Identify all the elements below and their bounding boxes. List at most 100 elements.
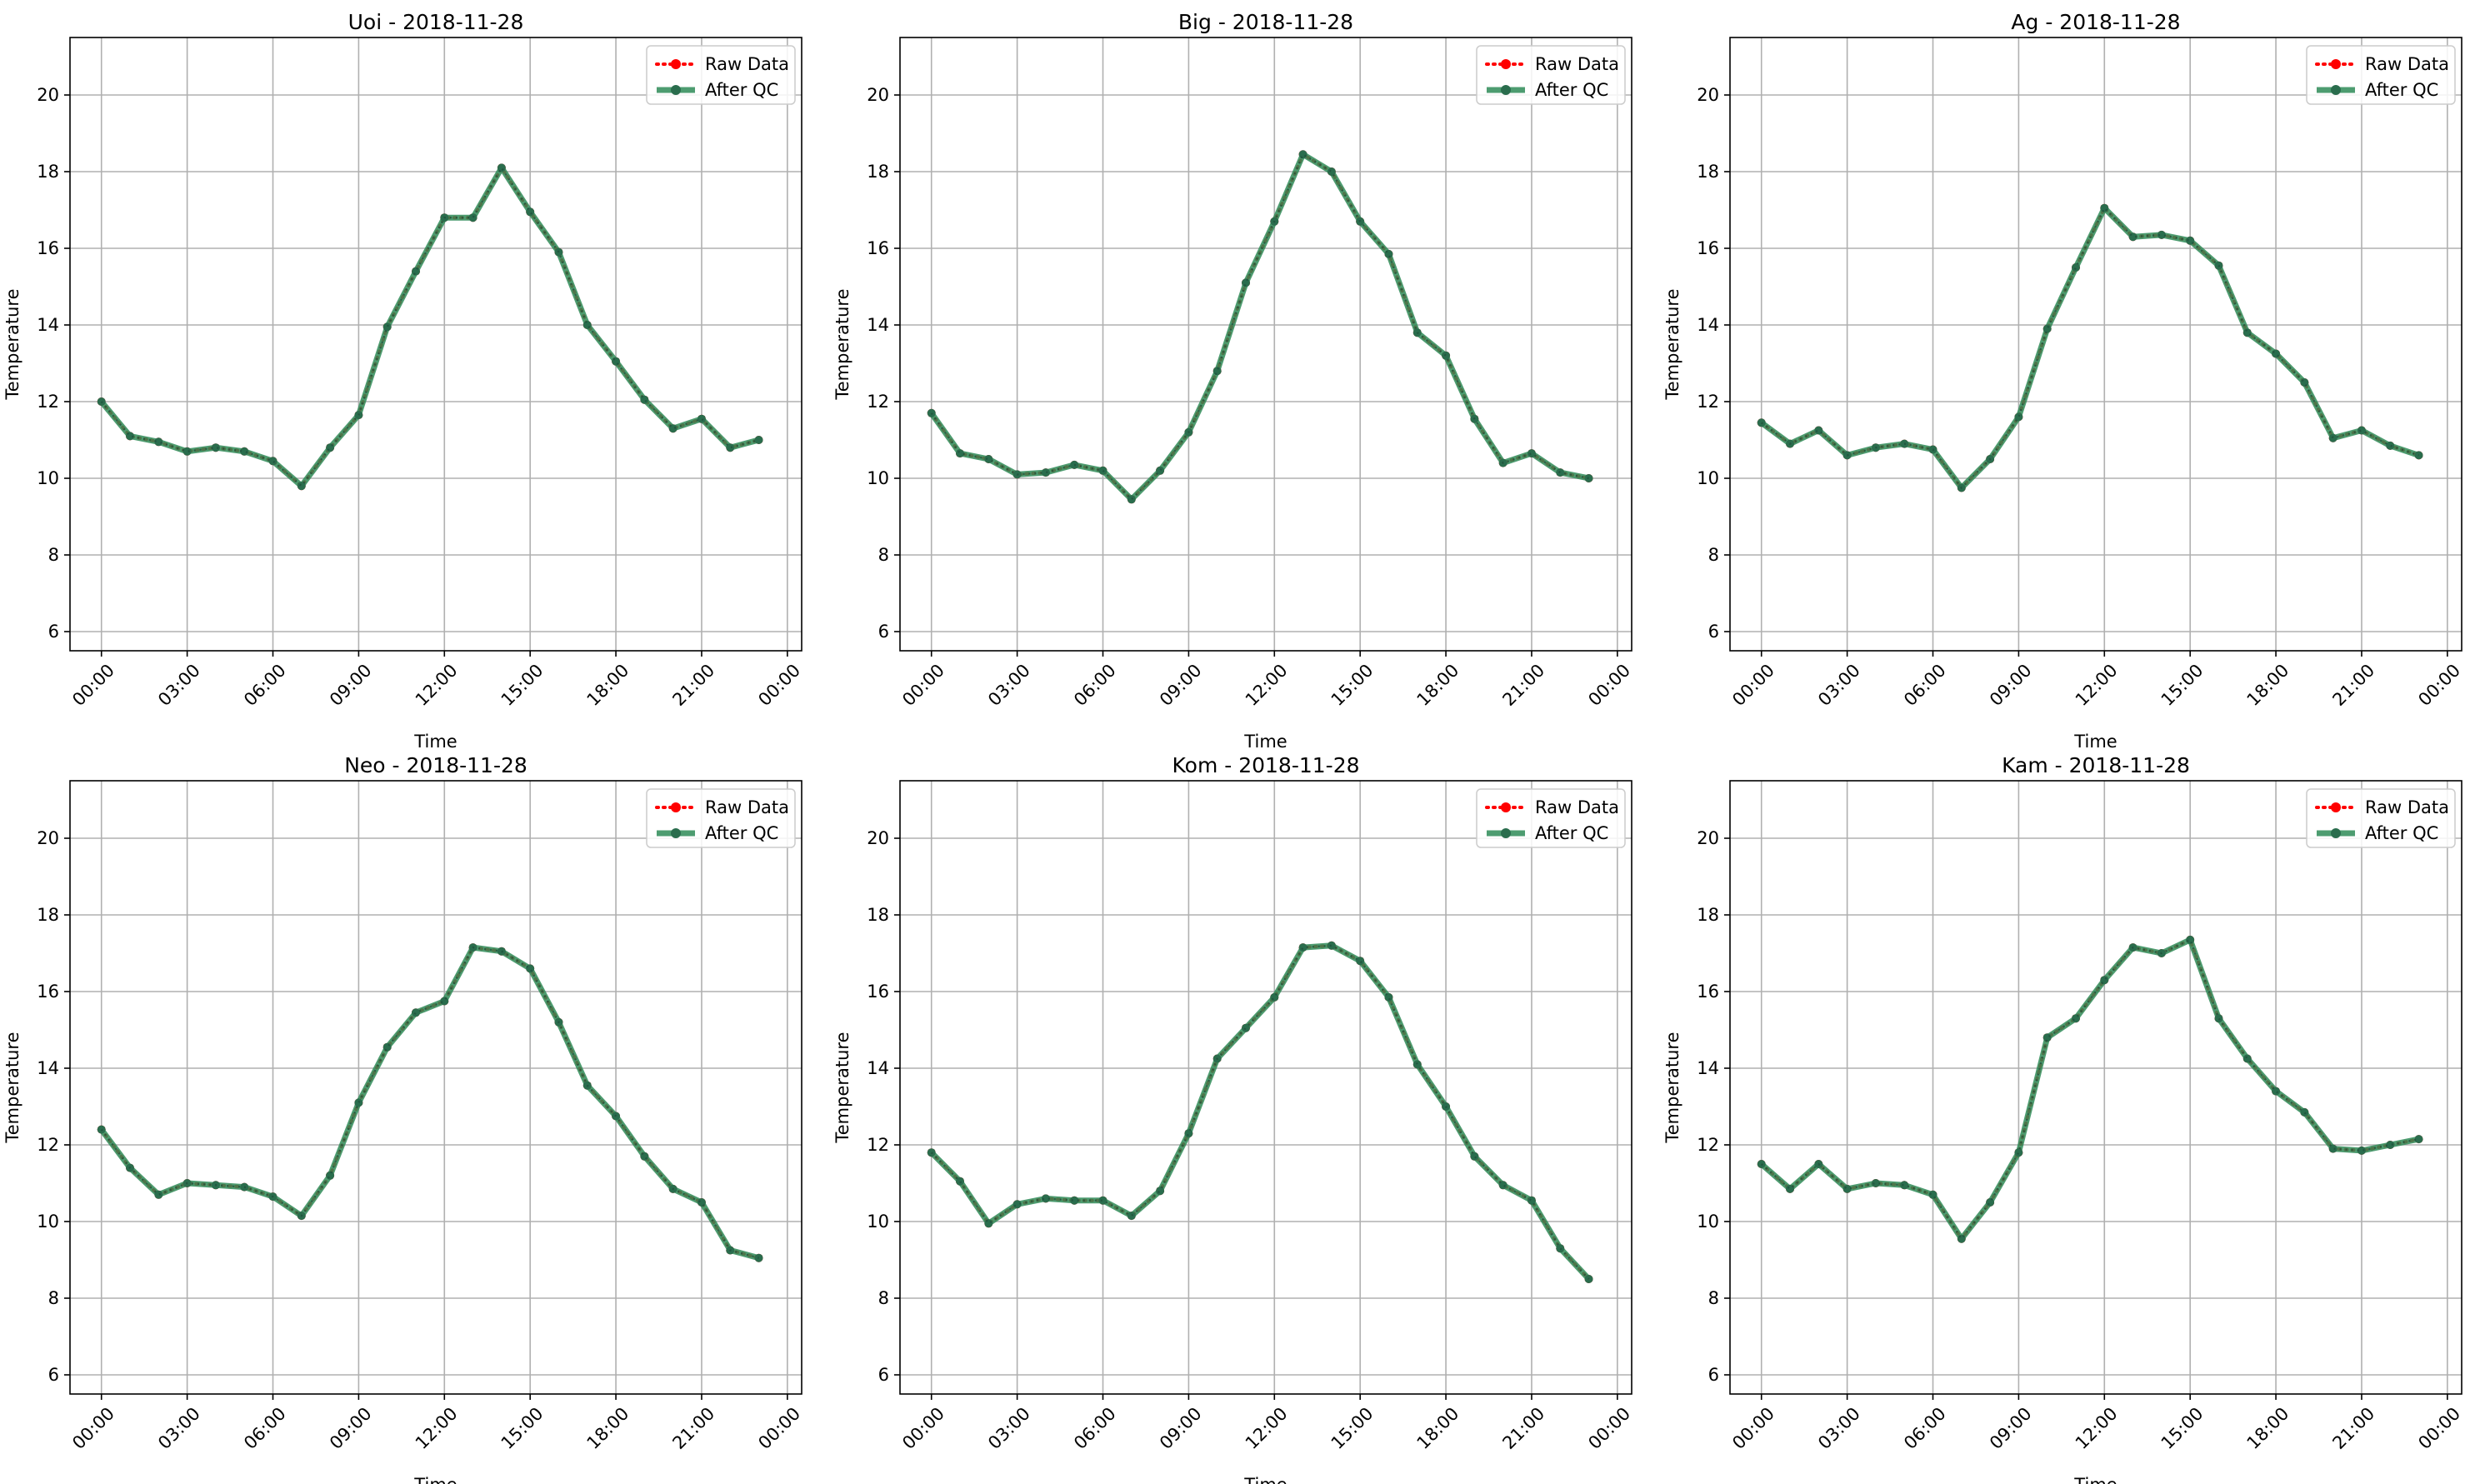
y-tick-label: 10 (867, 1212, 889, 1232)
y-axis-label: Temperature (2, 288, 22, 400)
data-point-after-qc (1098, 1196, 1108, 1205)
data-point-after-qc (1041, 468, 1050, 477)
subplot-6: 00:00 03:00 06:00 09:00 12:00 15:00 18:00 21:00… (1662, 753, 2464, 1484)
x-tick-label: 18:00 (583, 1403, 633, 1453)
data-point-after-qc (2272, 1087, 2281, 1096)
data-point-after-qc (582, 321, 592, 329)
y-tick-label: 6 (1708, 622, 1719, 642)
y-tick-label: 10 (1697, 468, 1719, 488)
data-point-after-qc (2328, 433, 2338, 442)
x-tick-label: 15:00 (1328, 1403, 1378, 1453)
subplot-title: Kom - 2018-11-28 (1172, 753, 1360, 777)
subplot-title: Ag - 2018-11-28 (2011, 10, 2180, 34)
legend-marker-raw-data (2331, 802, 2341, 812)
data-point-after-qc (1384, 249, 1393, 258)
y-tick-label: 14 (867, 315, 889, 335)
x-tick-label: 06:00 (1900, 1403, 1950, 1453)
y-tick-label: 14 (867, 1058, 889, 1078)
subplot-2: 00:00 03:00 06:00 09:00 12:00 15:00 18:00 21:00… (832, 10, 1634, 752)
y-tick-label: 20 (37, 85, 59, 105)
legend-label: Raw Data (2365, 54, 2449, 74)
data-point-after-qc (497, 163, 506, 172)
data-point-after-qc (1442, 351, 1451, 360)
data-point-after-qc (697, 414, 706, 423)
axes-frame (899, 780, 1632, 1395)
series-line-after-qc (929, 942, 1592, 1282)
axes-frame (1729, 780, 2462, 1395)
legend-label: After QC (2365, 80, 2438, 100)
data-point-after-qc (411, 267, 420, 276)
subplot-5: 00:00 03:00 06:00 09:00 12:00 15:00 18:00 21:00… (832, 753, 1634, 1484)
x-tick-label: 21:00 (1498, 660, 1548, 710)
x-tick-label: 03:00 (154, 1403, 204, 1453)
y-tick-label: 18 (867, 905, 889, 925)
y-tick-label: 14 (1697, 315, 1719, 335)
data-point-after-qc (1041, 1194, 1050, 1203)
series-line-overlay (930, 944, 1590, 1280)
data-point-after-qc (1842, 1184, 1852, 1193)
series-line-raw-data (929, 943, 1591, 1281)
x-tick-label: 12:00 (2072, 1403, 2122, 1453)
x-tick-label: 00:00 (754, 660, 804, 710)
y-tick-label: 16 (867, 982, 889, 1002)
subplot-title: Big - 2018-11-28 (1178, 10, 1353, 34)
y-tick-label: 16 (1697, 982, 1719, 1002)
legend-label: Raw Data (705, 797, 789, 817)
data-point-after-qc (1270, 992, 1279, 1002)
x-tick-label: 21:00 (668, 660, 718, 710)
legend-label: After QC (1535, 80, 1608, 100)
data-point-after-qc (1527, 1196, 1536, 1205)
data-point-after-qc (2386, 1141, 2395, 1149)
data-point-after-qc (2071, 263, 2080, 272)
legend-label: Raw Data (1535, 797, 1619, 817)
data-point-after-qc (468, 213, 478, 222)
y-tick-label: 20 (867, 828, 889, 848)
x-tick-label: 18:00 (2243, 660, 2293, 710)
data-point-after-qc (1156, 466, 1165, 475)
series-line-overlay (100, 166, 759, 487)
y-tick-label: 16 (1697, 238, 1719, 258)
series-line-overlay (100, 946, 759, 1259)
data-point-after-qc (612, 357, 621, 366)
axes-frame (1729, 37, 2462, 652)
legend-label: Raw Data (1535, 54, 1619, 74)
x-tick-label: 09:00 (1986, 660, 2036, 710)
legend-marker-after-qc (2331, 828, 2341, 838)
data-point-after-qc (268, 457, 278, 466)
series-line-after-qc (1759, 937, 2420, 1242)
y-tick-label: 10 (37, 1212, 59, 1232)
x-axis-label: Time (413, 732, 457, 752)
x-tick-label: 18:00 (1413, 660, 1463, 710)
series-line-overlay (1760, 206, 2419, 490)
x-tick-label: 03:00 (984, 660, 1034, 710)
x-tick-label: 06:00 (240, 660, 290, 710)
y-tick-label: 10 (37, 468, 59, 488)
x-tick-label: 00:00 (2414, 660, 2464, 710)
legend-marker-raw-data (1501, 802, 1511, 812)
x-tick-label: 00:00 (68, 1403, 118, 1453)
data-point-after-qc (1327, 941, 1336, 950)
x-tick-label: 00:00 (1728, 660, 1778, 710)
data-point-after-qc (1127, 495, 1136, 504)
x-tick-label: 06:00 (1070, 660, 1120, 710)
y-tick-label: 10 (1697, 1212, 1719, 1232)
data-point-after-qc (411, 1008, 420, 1017)
legend-label: After QC (2365, 823, 2438, 843)
series-line-after-qc (99, 164, 760, 489)
subplot-4: 00:00 03:00 06:00 09:00 12:00 15:00 18:00 21:00… (2, 753, 804, 1484)
data-point-after-qc (754, 436, 763, 444)
data-point-after-qc (2272, 349, 2281, 358)
x-tick-label: 15:00 (2158, 1403, 2208, 1453)
x-axis-label: Time (1243, 1475, 1287, 1484)
y-tick-label: 8 (48, 1288, 59, 1308)
data-point-after-qc (2357, 426, 2366, 435)
data-point-after-qc (1327, 167, 1336, 176)
data-point-after-qc (2157, 230, 2166, 239)
x-axis-label: Time (1243, 732, 1287, 752)
y-tick-label: 16 (37, 238, 59, 258)
legend-marker-after-qc (2331, 85, 2341, 95)
subplot-1: 00:00 03:00 06:00 09:00 12:00 15:00 18:00 21:00… (2, 10, 804, 752)
data-point-after-qc (211, 443, 220, 452)
data-point-after-qc (1156, 1187, 1165, 1196)
y-tick-label: 12 (867, 392, 889, 412)
